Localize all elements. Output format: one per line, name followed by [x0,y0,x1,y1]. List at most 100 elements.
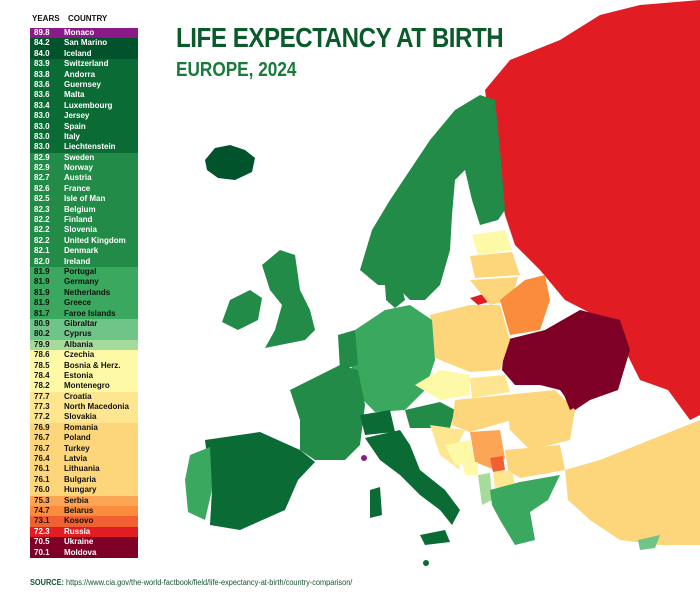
legend-row: 76.4 Latvia [30,454,138,465]
legend-value: 76.9 [34,422,50,432]
legend-country: Hungary [64,485,97,495]
legend-country: Turkey [64,443,90,453]
legend-row: 82.0 Ireland [30,256,138,267]
legend-country: Spain [64,121,86,131]
legend-country: Italy [64,131,81,141]
legend-country: Latvia [64,454,88,464]
region-sardinia [370,487,382,518]
legend-row: 82.9 Norway [30,163,138,174]
legend-value: 82.2 [34,235,50,245]
legend-country: Norway [64,163,93,173]
legend-value: 76.4 [34,454,50,464]
legend-country: Cyprus [64,329,92,339]
legend-rows: 89.8 Monaco 84.2 San Marino 84.0 Iceland 83.9 S… [30,28,138,558]
region-spain [205,432,315,530]
region-slovakia [470,375,510,398]
legend-row: 82.2 Finland [30,215,138,226]
legend-country: Gibraltar [64,318,98,328]
legend-row: 78.4 Estonia [30,370,138,382]
legend-row: 83.6 Guernsey [30,79,138,91]
legend-value: 82.2 [34,215,50,225]
legend-row: 76.9 Romania [30,422,138,434]
legend-row: 83.0 Liechtenstein [30,142,138,153]
legend-row: 72.3 Russia [30,526,138,538]
legend-country: Serbia [64,495,89,505]
region-poland [430,305,510,372]
region-romania [505,390,575,450]
legend-row: 82.7 Austria [30,173,138,184]
legend-row: 83.8 Andorra [30,69,138,80]
legend-country: Faroe Islands [64,308,116,318]
region-russia [485,0,700,420]
legend-country: North Macedonia [64,402,129,412]
region-bosnia [445,440,475,465]
legend-country: Slovenia [64,225,97,235]
legend-row: 81.9 Portugal [30,266,138,278]
legend-country: Sweden [64,152,95,162]
legend-country: Kosovo [64,516,94,526]
region-benelux [338,330,358,370]
region-hungary [452,395,512,432]
legend-row: 78.5 Bosnia & Herz. [30,360,138,371]
legend-value: 76.7 [34,433,50,443]
legend-row: 84.0 Iceland [30,48,138,60]
legend-country: Germany [64,277,99,287]
legend-row: 81.7 Faroe Islands [30,308,138,319]
legend-row: 89.8 Monaco [30,28,138,39]
legend-value: 83.0 [34,111,50,121]
legend-country: Isle of Man [64,194,106,204]
legend-country: Belgium [64,204,96,214]
chart-title: LIFE EXPECTANCY AT BIRTH [176,22,504,53]
legend-country: Monaco [64,28,95,37]
region-ireland [222,290,262,330]
region-austria [405,402,455,428]
legend-country: Bulgaria [64,474,97,484]
legend-country: Portugal [64,266,97,276]
legend-row: 83.9 Switzerland [30,59,138,70]
legend-country: Andorra [64,69,96,79]
legend-value: 74.7 [34,505,50,515]
legend-country: Romania [64,422,98,432]
legend-table: YEARS COUNTRY 89.8 Monaco 84.2 San Marino 84… [30,10,138,558]
legend-value: 83.9 [34,59,50,69]
region-uk [262,250,315,348]
chart-subtitle: EUROPE, 2024 [176,59,297,81]
legend-row: 80.2 Cyprus [30,329,138,340]
legend-col-years: YEARS [32,13,60,23]
legend-country: Slovakia [64,412,97,422]
legend-value: 76.1 [34,474,50,484]
legend-row: 70.5 Ukraine [30,537,138,548]
region-estonia [472,230,512,255]
legend-value: 82.7 [34,173,50,183]
legend-country: Luxembourg [64,100,113,110]
legend-value: 82.3 [34,204,50,214]
legend-value: 83.6 [34,90,50,100]
region-germany [350,305,435,412]
region-cyprus [638,535,660,550]
legend-row: 82.6 France [30,183,138,195]
legend-row: 83.6 Malta [30,90,138,101]
legend-row: 73.1 Kosovo [30,516,138,527]
legend-country: Russia [64,526,91,536]
legend-value: 83.0 [34,121,50,131]
legend-country: Croatia [64,391,92,401]
europe-map [185,0,700,566]
legend-row: 79.9 Albania [30,339,138,351]
legend-value: 72.3 [34,526,50,536]
legend-value: 70.1 [34,547,50,557]
source-label: SOURCE: [30,578,64,587]
legend-value: 82.5 [34,194,50,204]
region-bulgaria [505,445,565,478]
legend-value: 82.9 [34,152,50,162]
source-link[interactable]: https://www.cia.gov/the-world-factbook/f… [65,578,353,587]
legend-country: Belarus [64,505,94,515]
region-turkey [565,420,700,545]
legend-row: 77.7 Croatia [30,391,138,403]
legend-value: 83.6 [34,79,50,89]
legend-country: Greece [64,298,92,308]
legend-row: 76.0 Hungary [30,485,138,496]
legend-row: 76.7 Poland [30,433,138,444]
region-scandinavia [360,95,505,300]
region-latvia [470,252,520,278]
legend-country: Ireland [64,256,91,266]
